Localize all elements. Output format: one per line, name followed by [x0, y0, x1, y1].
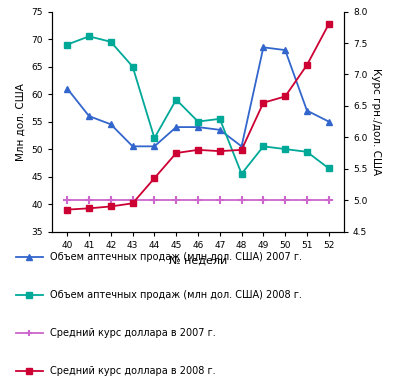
Средний курс доллара в 2008 г.: [87, 206, 92, 211]
Средний курс доллара в 2007 г.: [65, 198, 70, 203]
Средний курс доллара в 2007 г.: [130, 198, 135, 203]
Объем аптечных продаж (млн дол. США) 2007 г.: [239, 144, 244, 149]
Объем аптечных продаж (млн дол. США) 2008 г.: [239, 171, 244, 176]
Объем аптечных продаж (млн дол. США) 2008 г.: [87, 34, 92, 39]
Средний курс доллара в 2008 г.: [108, 204, 113, 209]
Средний курс доллара в 2007 г.: [304, 198, 309, 203]
Объем аптечных продаж (млн дол. США) 2008 г.: [283, 147, 288, 151]
Объем аптечных продаж (млн дол. США) 2007 г.: [326, 119, 331, 124]
Средний курс доллара в 2008 г.: [196, 147, 200, 152]
Средний курс доллара в 2008 г.: [174, 151, 179, 155]
Line: Объем аптечных продаж (млн дол. США) 2008 г.: Объем аптечных продаж (млн дол. США) 200…: [64, 34, 332, 177]
Объем аптечных продаж (млн дол. США) 2008 г.: [326, 166, 331, 171]
Объем аптечных продаж (млн дол. США) 2008 г.: [108, 39, 113, 44]
Объем аптечных продаж (млн дол. США) 2008 г.: [152, 136, 157, 141]
Средний курс доллара в 2007 г.: [261, 198, 266, 203]
Средний курс доллара в 2007 г.: [174, 198, 179, 203]
Средний курс доллара в 2008 г.: [239, 147, 244, 152]
Средний курс доллара в 2007 г.: [108, 198, 113, 203]
Средний курс доллара в 2008 г.: [152, 176, 157, 181]
Средний курс доллара в 2007 г.: [87, 198, 92, 203]
X-axis label: № недели: № недели: [169, 255, 227, 265]
Средний курс доллара в 2007 г.: [283, 198, 288, 203]
Text: Средний курс доллара в 2007 г.: Средний курс доллара в 2007 г.: [50, 328, 216, 338]
Объем аптечных продаж (млн дол. США) 2007 г.: [174, 125, 179, 129]
Объем аптечных продаж (млн дол. США) 2007 г.: [283, 48, 288, 52]
Объем аптечных продаж (млн дол. США) 2008 г.: [130, 64, 135, 69]
Средний курс доллара в 2008 г.: [261, 100, 266, 105]
Средний курс доллара в 2007 г.: [217, 198, 222, 203]
Line: Объем аптечных продаж (млн дол. США) 2007 г.: Объем аптечных продаж (млн дол. США) 200…: [64, 44, 332, 149]
Объем аптечных продаж (млн дол. США) 2008 г.: [65, 42, 70, 47]
Text: Объем аптечных продаж (млн дол. США) 2008 г.: Объем аптечных продаж (млн дол. США) 200…: [50, 290, 302, 300]
Средний курс доллара в 2007 г.: [152, 198, 157, 203]
Средний курс доллара в 2008 г.: [130, 201, 135, 206]
Объем аптечных продаж (млн дол. США) 2007 г.: [130, 144, 135, 149]
Объем аптечных продаж (млн дол. США) 2008 г.: [174, 97, 179, 102]
Объем аптечных продаж (млн дол. США) 2008 г.: [196, 119, 200, 124]
Объем аптечных продаж (млн дол. США) 2007 г.: [65, 86, 70, 91]
Объем аптечных продаж (млн дол. США) 2008 г.: [217, 117, 222, 121]
Средний курс доллара в 2007 г.: [196, 198, 200, 203]
Y-axis label: Млн дол. США: Млн дол. США: [16, 83, 26, 161]
Объем аптечных продаж (млн дол. США) 2007 г.: [87, 114, 92, 119]
Объем аптечных продаж (млн дол. США) 2007 г.: [304, 108, 309, 113]
Объем аптечных продаж (млн дол. США) 2007 г.: [217, 127, 222, 132]
Y-axis label: Курс грн./дол. США: Курс грн./дол. США: [371, 68, 381, 175]
Средний курс доллара в 2007 г.: [239, 198, 244, 203]
Средний курс доллара в 2008 г.: [217, 149, 222, 154]
Средний курс доллара в 2008 г.: [304, 63, 309, 67]
Text: Средний курс доллара в 2008 г.: Средний курс доллара в 2008 г.: [50, 366, 216, 376]
Средний курс доллара в 2008 г.: [283, 94, 288, 99]
Объем аптечных продаж (млн дол. США) 2008 г.: [261, 144, 266, 149]
Объем аптечных продаж (млн дол. США) 2007 г.: [261, 45, 266, 50]
Line: Средний курс доллара в 2008 г.: Средний курс доллара в 2008 г.: [64, 21, 332, 212]
Объем аптечных продаж (млн дол. США) 2008 г.: [304, 149, 309, 154]
Средний курс доллара в 2007 г.: [326, 198, 331, 203]
Объем аптечных продаж (млн дол. США) 2007 г.: [152, 144, 157, 149]
Объем аптечных продаж (млн дол. США) 2007 г.: [108, 122, 113, 127]
Средний курс доллара в 2008 г.: [326, 22, 331, 27]
Text: Объем аптечных продаж (млн дол. США) 2007 г.: Объем аптечных продаж (млн дол. США) 200…: [50, 252, 302, 262]
Средний курс доллара в 2008 г.: [65, 207, 70, 212]
Объем аптечных продаж (млн дол. США) 2007 г.: [196, 125, 200, 129]
Line: Средний курс доллара в 2007 г.: Средний курс доллара в 2007 г.: [63, 196, 333, 204]
